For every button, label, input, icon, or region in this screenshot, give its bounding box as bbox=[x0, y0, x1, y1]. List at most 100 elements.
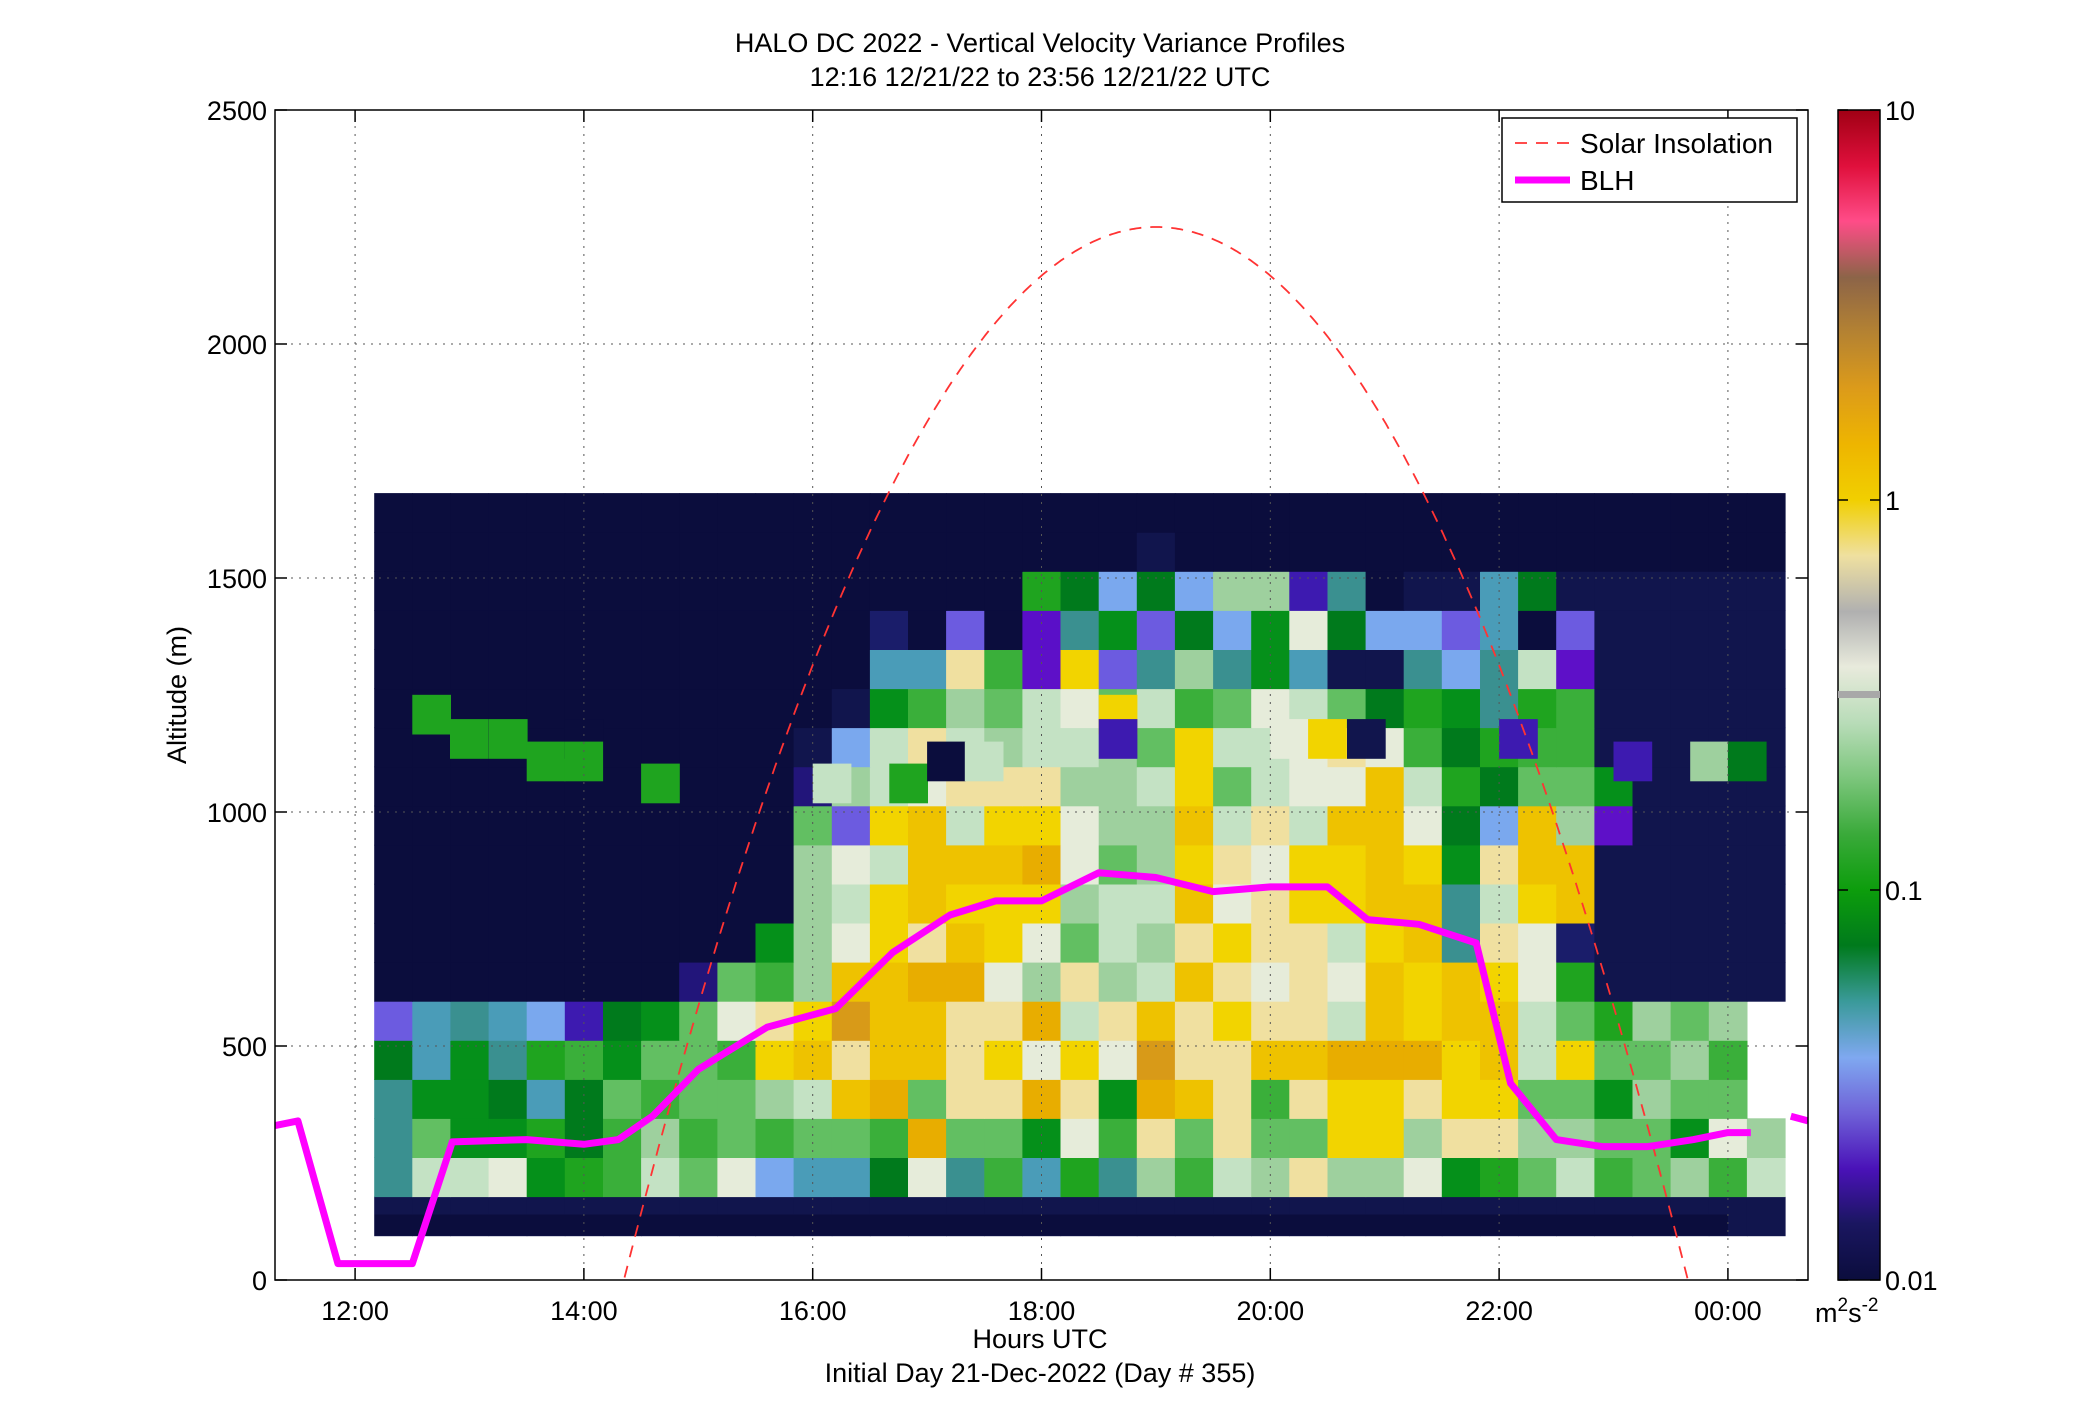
heatmap-cell bbox=[1632, 571, 1672, 611]
heatmap-cell bbox=[488, 571, 528, 611]
heatmap-cell bbox=[1594, 532, 1634, 572]
heatmap-cell bbox=[1289, 1157, 1328, 1198]
heatmap-cell bbox=[526, 844, 566, 885]
heatmap-cell bbox=[1632, 649, 1672, 690]
heatmap-cell bbox=[755, 688, 795, 729]
heatmap-cell bbox=[641, 883, 680, 924]
heatmap-cell bbox=[984, 532, 1023, 572]
x-tick-label: 18:00 bbox=[1008, 1296, 1076, 1326]
heatmap-cell bbox=[717, 610, 757, 650]
heatmap-cell bbox=[1365, 844, 1405, 885]
heatmap-cell bbox=[679, 922, 718, 963]
heatmap-cell bbox=[1136, 1001, 1176, 1041]
heatmap-cell bbox=[1690, 741, 1729, 782]
heatmap-cell bbox=[1518, 1001, 1557, 1041]
heatmap-cell bbox=[1060, 1001, 1100, 1041]
heatmap-cell bbox=[1022, 649, 1062, 690]
heatmap-cell bbox=[1594, 962, 1634, 1002]
heatmap-cell bbox=[488, 766, 528, 807]
heatmap-cell bbox=[1022, 727, 1062, 768]
heatmap-cell bbox=[1556, 649, 1595, 690]
heatmap-cell bbox=[603, 766, 642, 807]
heatmap-cell bbox=[1632, 962, 1672, 1002]
heatmap-cell bbox=[1174, 688, 1214, 729]
heatmap-cell bbox=[1403, 1118, 1443, 1158]
heatmap-cell bbox=[946, 1157, 985, 1198]
heatmap-cell bbox=[1632, 1001, 1672, 1041]
y-axis-ticks: 0 500 1000 1500 2000 2500 bbox=[207, 96, 1808, 1296]
heatmap-cell bbox=[1518, 1118, 1557, 1158]
heatmap-cell bbox=[488, 922, 528, 963]
heatmap-cell bbox=[984, 493, 1023, 533]
heatmap-cell bbox=[964, 741, 1004, 782]
heatmap-cell bbox=[1708, 962, 1748, 1002]
heatmap-cell bbox=[450, 962, 490, 1002]
heatmap-cell bbox=[526, 962, 566, 1002]
heatmap-cell bbox=[1174, 922, 1214, 963]
heatmap-cell bbox=[946, 610, 985, 650]
heatmap-cell bbox=[1632, 1079, 1672, 1119]
heatmap-cell bbox=[1365, 571, 1405, 611]
heatmap-cell bbox=[1174, 532, 1214, 572]
heatmap-cell bbox=[1441, 844, 1481, 885]
heatmap-cell bbox=[755, 649, 795, 690]
heatmap-cell bbox=[946, 962, 985, 1002]
heatmap-cell bbox=[831, 1040, 871, 1080]
heatmap-cell bbox=[526, 1001, 566, 1041]
legend-solar-label: Solar Insolation bbox=[1580, 128, 1773, 159]
heatmap-cell bbox=[1556, 571, 1595, 611]
heatmap-cell bbox=[946, 688, 985, 729]
heatmap-cell bbox=[1708, 844, 1748, 885]
heatmap-cell bbox=[946, 1040, 985, 1080]
heatmap-cell bbox=[450, 649, 490, 690]
heatmap-cell bbox=[1670, 922, 1710, 963]
heatmap-cell bbox=[488, 1079, 528, 1119]
heatmap-cell bbox=[1746, 688, 1786, 729]
colorbar-tick-label: 1 bbox=[1885, 486, 1900, 516]
heatmap-cell bbox=[1670, 1040, 1710, 1080]
heatmap-cell bbox=[869, 1079, 909, 1119]
y-tick-label: 2500 bbox=[207, 96, 267, 126]
heatmap-cell bbox=[1441, 688, 1481, 729]
heatmap-cell bbox=[1518, 532, 1557, 572]
heatmap-cell bbox=[564, 962, 604, 1002]
legend: Solar Insolation BLH bbox=[1501, 117, 1798, 203]
heatmap-cell bbox=[1098, 1040, 1138, 1080]
heatmap-cell bbox=[450, 922, 490, 963]
heatmap-cell bbox=[946, 493, 985, 533]
heatmap-cell bbox=[1347, 719, 1386, 759]
heatmap-cell bbox=[869, 610, 909, 650]
heatmap-cell bbox=[793, 1079, 833, 1119]
heatmap-cell bbox=[1480, 1118, 1519, 1158]
heatmap-cell bbox=[1174, 962, 1214, 1002]
heatmap-cell bbox=[1022, 766, 1062, 807]
heatmap-cell bbox=[526, 688, 566, 729]
heatmap-cell bbox=[603, 1157, 642, 1198]
heatmap-cell bbox=[374, 962, 413, 1002]
heatmap-cell bbox=[1213, 688, 1252, 729]
heatmap-cell bbox=[1136, 1118, 1176, 1158]
heatmap-cell bbox=[946, 1079, 985, 1119]
heatmap-cell bbox=[1327, 610, 1367, 650]
colorbar-tick-label: 0.1 bbox=[1885, 876, 1923, 906]
heatmap-cell bbox=[1441, 610, 1481, 650]
heatmap-cell bbox=[946, 649, 985, 690]
heatmap-cell bbox=[1556, 610, 1595, 650]
heatmap-cell bbox=[641, 962, 680, 1002]
heatmap-cell bbox=[869, 571, 909, 611]
heatmap-cell bbox=[755, 727, 795, 768]
heatmap-cell bbox=[450, 844, 490, 885]
heatmap-cell bbox=[526, 741, 566, 782]
heatmap-cell bbox=[1518, 571, 1557, 611]
heatmap-cell bbox=[564, 844, 604, 885]
heatmap-cell bbox=[946, 805, 985, 846]
heatmap-cell bbox=[717, 1118, 757, 1158]
heatmap-cell bbox=[526, 1157, 566, 1198]
heatmap-cell bbox=[1174, 1001, 1214, 1041]
heatmap-cell bbox=[908, 610, 947, 650]
heatmap-cell bbox=[1441, 805, 1481, 846]
heatmap-cell bbox=[1213, 727, 1252, 768]
heatmap-cell bbox=[1174, 1040, 1214, 1080]
heatmap-cell bbox=[1289, 1118, 1328, 1158]
heatmap-cell bbox=[450, 571, 490, 611]
